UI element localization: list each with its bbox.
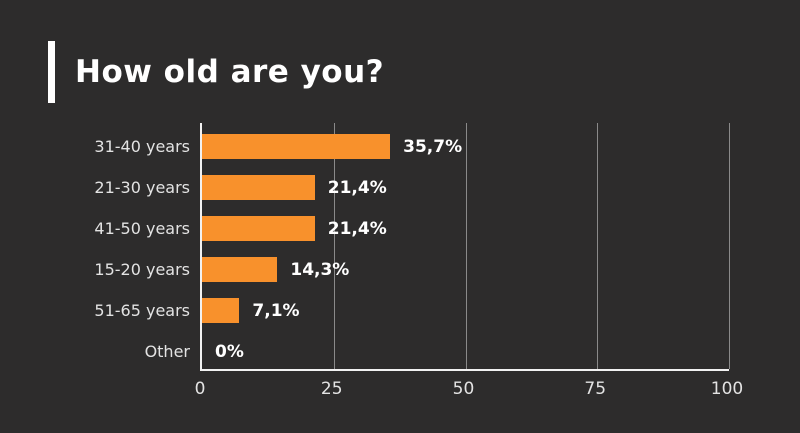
plot-area: 35,7% 21,4% 21,4% 14,3% 7,1% 0% (200, 123, 730, 372)
bar (202, 298, 240, 323)
x-tick-label: 25 (320, 379, 343, 399)
gridline (729, 123, 730, 369)
title-accent-bar (48, 41, 55, 103)
bar-row: 35,7% (202, 126, 729, 167)
bar-row: 0% (202, 331, 729, 372)
page-title: How old are you? (75, 54, 385, 90)
category-label: 41-50 years (94, 219, 190, 238)
bar-chart: 31-40 years 21-30 years 41-50 years 15-20 y… (0, 123, 800, 399)
x-tick-label: 75 (584, 379, 607, 399)
x-tick-label: 100 (710, 379, 744, 399)
bar (202, 134, 391, 159)
x-tick-label: 50 (452, 379, 475, 399)
x-axis-tick-labels: 0 25 50 75 100 (195, 371, 744, 401)
bar-row: 21,4% (202, 208, 729, 249)
x-tick-label: 0 (194, 379, 206, 399)
bar (202, 175, 315, 200)
category-label: 21-30 years (94, 178, 190, 197)
bars-container: 35,7% 21,4% 21,4% 14,3% 7,1% 0% (202, 126, 729, 372)
category-axis-labels: 31-40 years 21-30 years 41-50 years 15-20 y… (0, 126, 190, 372)
bar-row: 7,1% (202, 290, 729, 331)
bar-value-label: 21,4% (327, 177, 387, 198)
category-label: 31-40 years (94, 137, 190, 156)
bar-row: 21,4% (202, 167, 729, 208)
bar-value-label: 21,4% (327, 218, 387, 239)
gridline (465, 123, 467, 369)
bar-value-label: 35,7% (403, 136, 463, 157)
title-block: How old are you? (48, 41, 384, 103)
bar-value-label: 0% (215, 341, 244, 362)
bar-row: 14,3% (202, 249, 729, 290)
gridline (597, 123, 599, 369)
bar-value-label: 7,1% (252, 300, 300, 321)
bar (202, 216, 315, 241)
category-label: Other (144, 342, 190, 361)
category-label: 15-20 years (94, 260, 190, 279)
bar-value-label: 14,3% (290, 259, 350, 280)
gridline (333, 123, 335, 369)
category-label: 51-65 years (94, 301, 190, 320)
bar (202, 257, 278, 282)
